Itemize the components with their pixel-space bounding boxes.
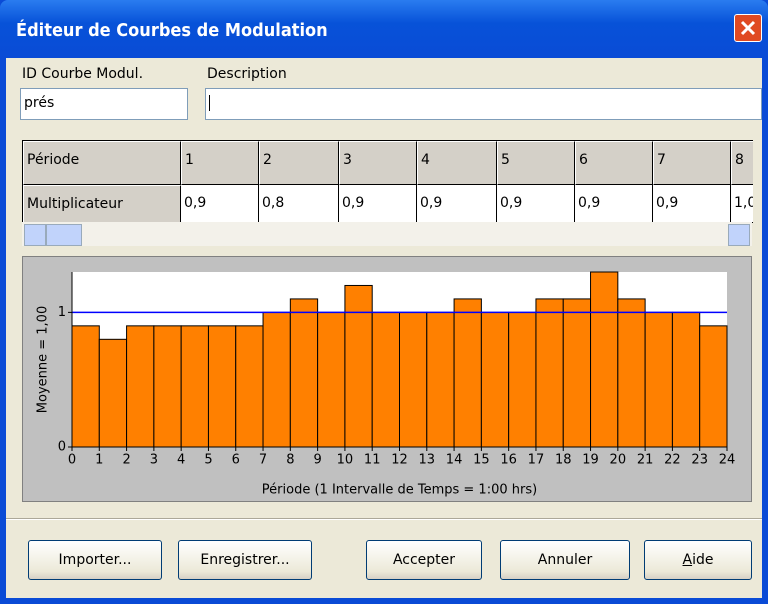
- x-tick-label: 1: [95, 453, 103, 468]
- bar: [317, 311, 346, 448]
- multiplier-cell[interactable]: Multiplicateur: [23, 185, 181, 223]
- multiplier-cell[interactable]: 0,8: [259, 185, 339, 223]
- bar: [480, 311, 510, 448]
- x-tick-label: 21: [637, 453, 654, 468]
- description-label: Description: [207, 66, 287, 82]
- bar: [399, 311, 428, 448]
- id-label: ID Courbe Modul.: [22, 66, 144, 82]
- window-title: Éditeur de Courbes de Modulation: [16, 20, 328, 41]
- bar: [262, 311, 291, 448]
- bar: [535, 298, 564, 448]
- multiplier-cell[interactable]: 0,9: [339, 185, 417, 223]
- scroll-left[interactable]: [24, 224, 46, 246]
- scroll-right[interactable]: [728, 224, 750, 246]
- x-tick-label: 4: [177, 453, 185, 468]
- multiplier-cell[interactable]: 0,9: [653, 185, 731, 223]
- x-tick-label: 10: [337, 453, 354, 468]
- x-tick-label: 11: [364, 453, 381, 468]
- title-bar: Éditeur de Courbes de Modulation: [0, 0, 768, 58]
- multiplier-cell[interactable]: 1,0: [731, 185, 753, 223]
- x-tick-label: 22: [664, 453, 681, 468]
- bar: [71, 325, 100, 448]
- bar: [344, 284, 373, 448]
- multiplier-cell[interactable]: 0,9: [497, 185, 575, 223]
- close-icon: [740, 20, 756, 36]
- x-tick-label: 0: [68, 453, 76, 468]
- bar: [371, 311, 401, 448]
- period-cell: 5: [497, 141, 575, 185]
- x-tick-label: 23: [691, 453, 708, 468]
- x-tick-label: 3: [150, 453, 158, 468]
- x-tick-label: 2: [122, 453, 130, 468]
- bar: [126, 325, 155, 448]
- bar: [562, 298, 592, 448]
- multiplier-cell[interactable]: 0,9: [181, 185, 259, 223]
- x-tick-label: 12: [391, 453, 408, 468]
- scrollbar[interactable]: [22, 222, 752, 246]
- x-tick-label: 8: [286, 453, 294, 468]
- help-button[interactable]: Aide: [644, 540, 752, 580]
- scroll-thumb[interactable]: [46, 224, 82, 246]
- bar: [508, 311, 537, 448]
- bar: [453, 298, 482, 448]
- period-cell: 6: [575, 141, 653, 185]
- x-tick-label: 13: [419, 453, 436, 468]
- period-cell: Période: [23, 141, 181, 185]
- close-button[interactable]: [734, 14, 762, 42]
- separator: [6, 518, 762, 520]
- cancel-button[interactable]: Annuler: [500, 540, 630, 580]
- chart-panel: 0 1 2 3 4 5 6 7 8 9 10 11 12 13 14 15 16 17 18 19 20 21 22 23 24…: [22, 256, 752, 502]
- chart: 0 1 2 3 4 5 6 7 8 9 10 11 12 13 14 15 16 17 18 19 20 21 22 23 24…: [36, 271, 736, 498]
- y-axis-label: Moyenne = 1,00: [36, 306, 51, 413]
- bar: [671, 311, 701, 448]
- description-input[interactable]: [205, 88, 762, 120]
- period-cell: 8: [731, 141, 753, 185]
- bar: [235, 325, 264, 448]
- bar: [207, 325, 237, 448]
- period-cell: 7: [653, 141, 731, 185]
- period-cell: 4: [417, 141, 497, 185]
- multiplier-cell[interactable]: 0,9: [417, 185, 497, 223]
- save-button[interactable]: Enregistrer...: [178, 540, 312, 580]
- multiplier-cell[interactable]: 0,9: [575, 185, 653, 223]
- period-cell: 3: [339, 141, 417, 185]
- x-tick-label: 7: [259, 453, 267, 468]
- x-tick-label: 18: [555, 453, 572, 468]
- x-tick-label: 14: [446, 453, 463, 468]
- bar: [153, 325, 182, 448]
- bar: [98, 338, 128, 448]
- x-axis-label: Période (1 Intervalle de Temps = 1:00 hr…: [262, 483, 537, 498]
- bar: [644, 311, 673, 448]
- x-tick-label: 16: [500, 453, 517, 468]
- id-input[interactable]: prés: [20, 88, 188, 120]
- x-tick-label: 15: [473, 453, 490, 468]
- x-tick-label: 17: [528, 453, 545, 468]
- x-tick-label: 5: [204, 453, 212, 468]
- x-tick-label: 20: [610, 453, 627, 468]
- x-tick-label: 6: [232, 453, 240, 468]
- x-tick-label: 19: [582, 453, 599, 468]
- bar: [590, 271, 619, 448]
- x-tick-label: 24: [719, 453, 736, 468]
- x-tick-label: 9: [313, 453, 321, 468]
- period-table: Période 1 2 3 4 5 6 7 8 Multiplicateur 0,9 0,8 0,9 0,…: [22, 140, 753, 223]
- period-cell: 1: [181, 141, 259, 185]
- bar: [180, 325, 209, 448]
- import-button[interactable]: Importer...: [28, 540, 162, 580]
- bar: [289, 298, 319, 448]
- bar: [617, 298, 646, 448]
- y-tick-label: 1: [58, 305, 66, 320]
- bar: [426, 311, 455, 448]
- y-tick-label: 0: [58, 440, 66, 455]
- period-cell: 2: [259, 141, 339, 185]
- accept-button[interactable]: Accepter: [366, 540, 482, 580]
- bar: [699, 325, 728, 448]
